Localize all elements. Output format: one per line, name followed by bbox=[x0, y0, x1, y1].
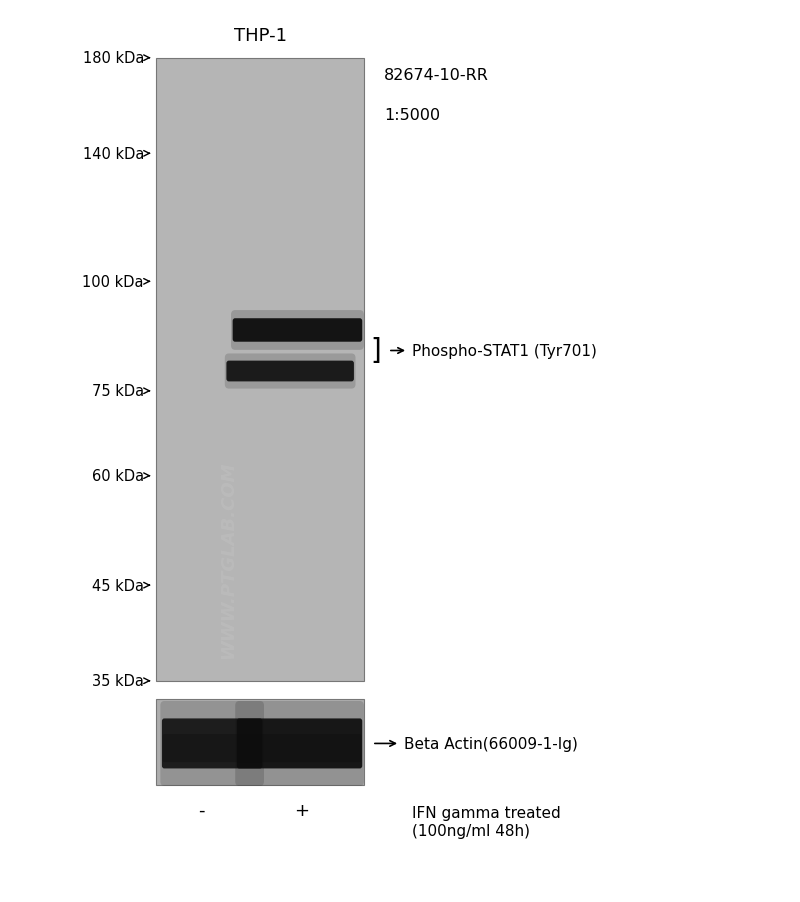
FancyBboxPatch shape bbox=[160, 701, 264, 786]
FancyBboxPatch shape bbox=[225, 354, 355, 389]
Text: 35 kDa: 35 kDa bbox=[92, 674, 144, 688]
Text: IFN gamma treated
(100ng/ml 48h): IFN gamma treated (100ng/ml 48h) bbox=[412, 805, 561, 838]
Text: 1:5000: 1:5000 bbox=[384, 108, 440, 124]
Text: ]: ] bbox=[368, 337, 385, 365]
Bar bbox=[156, 59, 364, 681]
FancyBboxPatch shape bbox=[235, 701, 364, 786]
FancyBboxPatch shape bbox=[162, 734, 362, 762]
FancyBboxPatch shape bbox=[226, 361, 354, 382]
Text: +: + bbox=[294, 801, 309, 819]
Text: 75 kDa: 75 kDa bbox=[92, 384, 144, 399]
FancyBboxPatch shape bbox=[237, 719, 362, 769]
Text: Beta Actin(66009-1-Ig): Beta Actin(66009-1-Ig) bbox=[404, 736, 578, 751]
Text: 100 kDa: 100 kDa bbox=[82, 274, 144, 290]
Bar bbox=[156, 699, 364, 785]
Text: 60 kDa: 60 kDa bbox=[92, 469, 144, 483]
Text: -: - bbox=[198, 801, 205, 819]
FancyBboxPatch shape bbox=[233, 319, 362, 343]
FancyBboxPatch shape bbox=[231, 311, 364, 351]
Text: 45 kDa: 45 kDa bbox=[92, 578, 144, 593]
Text: WWW.PTGLAB.COM: WWW.PTGLAB.COM bbox=[219, 461, 237, 658]
Text: 140 kDa: 140 kDa bbox=[82, 147, 144, 161]
Text: Phospho-STAT1 (Tyr701): Phospho-STAT1 (Tyr701) bbox=[412, 344, 597, 359]
Text: 180 kDa: 180 kDa bbox=[82, 51, 144, 66]
Text: THP-1: THP-1 bbox=[234, 27, 286, 45]
Text: 82674-10-RR: 82674-10-RR bbox=[384, 68, 489, 83]
FancyBboxPatch shape bbox=[162, 719, 262, 769]
